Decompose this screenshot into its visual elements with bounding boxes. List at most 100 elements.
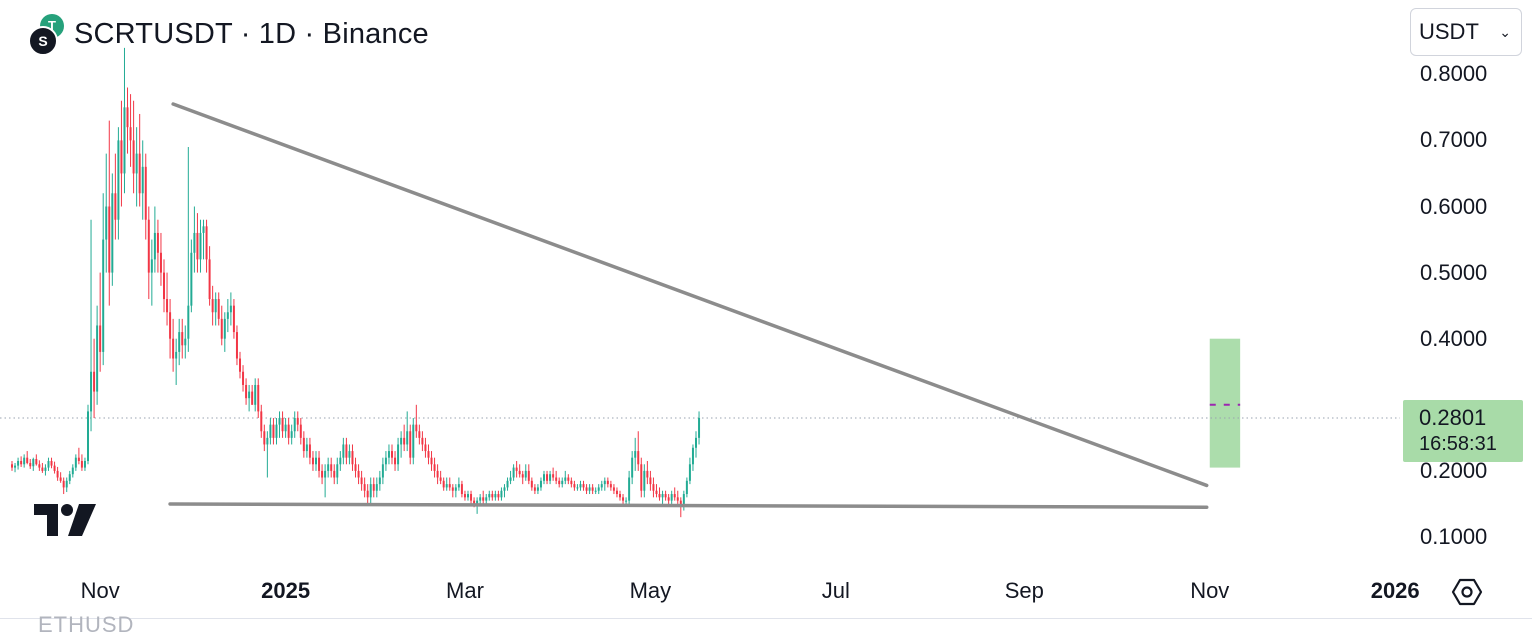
candle <box>187 147 190 352</box>
tradingview-logo[interactable] <box>34 504 96 536</box>
next-symbol-label[interactable]: ETHUSD <box>38 612 135 637</box>
candle <box>150 239 153 306</box>
candle-body <box>661 494 664 498</box>
y-tick-0.4000: 0.4000 <box>1420 325 1488 351</box>
candle <box>467 490 469 501</box>
candle-body <box>615 490 618 495</box>
candle-body <box>302 437 305 452</box>
candle-body <box>360 477 363 485</box>
candle <box>625 497 628 504</box>
candle-body <box>460 484 463 495</box>
candle <box>138 113 141 207</box>
candle-body <box>342 444 345 458</box>
candle <box>278 411 281 438</box>
candle <box>643 464 646 498</box>
candle-body <box>290 431 293 438</box>
candle-body <box>612 487 615 491</box>
x-tick-sep: Sep <box>1004 578 1044 603</box>
chart-settings-icon[interactable] <box>1451 576 1483 608</box>
candle-body <box>655 490 658 495</box>
candle <box>53 461 56 474</box>
candle-body <box>159 252 162 273</box>
candle <box>622 494 625 504</box>
candle <box>588 484 591 495</box>
candle-body <box>497 494 500 498</box>
candle-body <box>315 457 317 465</box>
candle-body <box>184 338 187 346</box>
candle-body <box>515 467 518 471</box>
candle-body <box>418 431 421 438</box>
candle-body <box>384 457 387 465</box>
candle-body <box>436 470 439 478</box>
candle <box>354 457 357 478</box>
x-tick-nov-2024: Nov <box>80 578 120 603</box>
candle <box>163 259 165 313</box>
candle-body <box>609 484 612 488</box>
candle-body <box>400 437 403 445</box>
candle-body <box>698 417 701 438</box>
candle-body <box>524 470 527 478</box>
candle-body <box>494 494 497 498</box>
candle-body <box>141 166 144 194</box>
candle-body <box>114 193 117 220</box>
candle-body <box>539 480 542 488</box>
candle <box>564 470 567 485</box>
candle-body <box>305 444 308 452</box>
chart-header: T S SCRTUSDT · 1D · Binance <box>26 12 429 56</box>
candle-body <box>296 418 299 425</box>
candle <box>378 470 381 491</box>
candle <box>296 411 299 432</box>
symbol-title[interactable]: SCRTUSDT · 1D · Binance <box>74 17 429 50</box>
candle <box>77 447 80 465</box>
candle-body <box>409 431 412 458</box>
candle <box>345 437 348 465</box>
candle-body <box>470 494 473 501</box>
candle-body <box>500 490 503 498</box>
candle <box>698 411 701 445</box>
candle-body <box>156 232 159 253</box>
candle <box>512 464 515 481</box>
trendlines <box>168 102 1241 510</box>
candle-body <box>308 444 311 458</box>
candle-body <box>430 457 433 465</box>
candle-body <box>658 494 661 498</box>
candle-body <box>667 497 670 501</box>
candle-body <box>445 484 448 488</box>
candle-body <box>588 487 591 491</box>
candle <box>266 431 269 478</box>
candle-body <box>123 107 126 174</box>
candle-body <box>62 480 65 488</box>
candles <box>11 47 701 518</box>
candle <box>497 490 500 501</box>
candle-body <box>90 371 93 412</box>
candle <box>35 454 38 466</box>
scrt-coin-icon: S <box>28 26 58 56</box>
candle-body <box>673 494 676 498</box>
candle-body <box>451 487 454 491</box>
currency-select[interactable]: USDT ⌄ <box>1410 8 1522 56</box>
candle <box>366 484 369 504</box>
candle-body <box>685 480 688 495</box>
candle <box>248 384 251 412</box>
candle-body <box>272 424 275 438</box>
candle <box>102 193 105 366</box>
candle-body <box>543 474 545 481</box>
candle <box>491 490 494 501</box>
candle-body <box>20 460 23 465</box>
candle-body <box>208 259 211 300</box>
candle-body <box>150 259 153 273</box>
candle-body <box>536 487 539 491</box>
candle-body <box>59 477 62 481</box>
candle <box>315 451 317 471</box>
candle <box>424 437 427 458</box>
candle-body <box>287 424 290 438</box>
candle-body <box>473 500 476 504</box>
candle-body <box>530 480 533 488</box>
candle <box>628 470 631 504</box>
candle-body <box>479 497 482 501</box>
candle-body <box>682 494 685 504</box>
candle-body <box>147 219 150 273</box>
candle-body <box>619 494 621 498</box>
candle-body <box>688 464 691 481</box>
